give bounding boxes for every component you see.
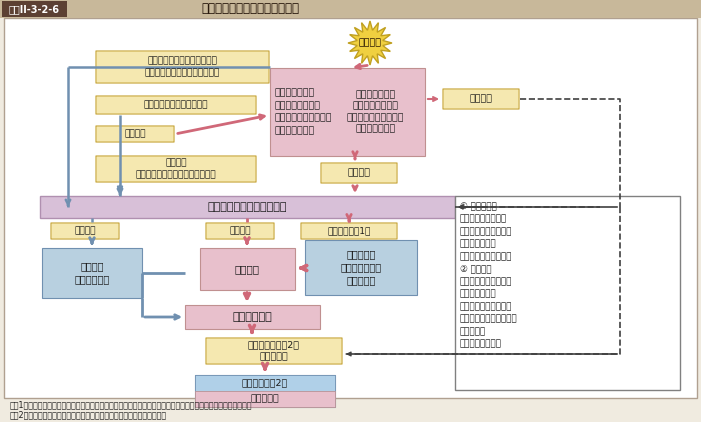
FancyBboxPatch shape [96, 51, 269, 83]
FancyBboxPatch shape [206, 338, 342, 364]
Text: 部隊派遣: 部隊派遣 [235, 264, 259, 274]
Bar [0, 0, 701, 18]
Text: 部隊の撤収: 部隊の撤収 [251, 395, 280, 403]
Text: 災害派遣活動: 災害派遣活動 [232, 312, 272, 322]
Bar [200, 248, 295, 290]
Text: 特に緊急性を要し知事などの
要請を待つといとまがない場合: 特に緊急性を要し知事などの 要請を待つといとまがない場合 [145, 57, 220, 77]
Bar [195, 375, 335, 407]
Bar [185, 305, 320, 329]
Bar [455, 196, 680, 390]
Text: 部隊派遣
（自主派遣）: 部隊派遣 （自主派遣） [74, 262, 109, 284]
Text: ・都道府県知事
・海上保安庁長官
・管区海上保安本部長
・空港事務所長: ・都道府県知事 ・海上保安庁長官 ・管区海上保安本部長 ・空港事務所長 [275, 89, 332, 135]
Text: 直接通知
（要請を要求できない場合など）: 直接通知 （要請を要求できない場合など） [136, 159, 217, 179]
Text: 図表II-3-2-6: 図表II-3-2-6 [8, 4, 60, 14]
Text: 要請から派遣、撤収までの流れ: 要請から派遣、撤収までの流れ [201, 3, 299, 16]
FancyBboxPatch shape [96, 156, 256, 182]
Text: 派遣要請: 派遣要請 [348, 168, 371, 178]
Text: 撤収要請: 撤収要請 [470, 95, 493, 103]
Text: 派遣命令: 派遣命令 [74, 227, 96, 235]
FancyBboxPatch shape [301, 223, 397, 239]
Text: 災害発生: 災害発生 [358, 38, 381, 48]
Text: 招集命令（注1）: 招集命令（注1） [327, 227, 371, 235]
Text: 大臣又は大臣の指定する者: 大臣又は大臣の指定する者 [207, 202, 287, 212]
FancyBboxPatch shape [443, 89, 519, 109]
Text: 都道府県知事に要請を要求: 都道府県知事に要請を要求 [144, 100, 208, 109]
Bar [2, 1, 67, 17]
Bar [40, 196, 455, 218]
FancyBboxPatch shape [96, 96, 256, 114]
Bar [270, 68, 425, 156]
Text: ・都道府県知事
・海上保安庁長官
・管区海上保安本部長
・空港事務所長: ・都道府県知事 ・海上保安庁長官 ・管区海上保安本部長 ・空港事務所長 [347, 90, 404, 134]
Bar [195, 391, 335, 407]
Text: （注2）　防衛大臣が即応予備自衛官、予備自衛官の招集を解除すること: （注2） 防衛大臣が即応予備自衛官、予備自衛官の招集を解除すること [10, 410, 167, 419]
Bar [305, 240, 417, 295]
Bar [42, 248, 142, 298]
FancyBboxPatch shape [96, 126, 174, 142]
FancyBboxPatch shape [51, 223, 119, 239]
Text: （注1）　即応予備自衛官及び予備自衛官の招集は、防衛大臣が、必要に応じて内閣総理大臣の承認を得て行う。: （注1） 即応予備自衛官及び予備自衛官の招集は、防衛大臣が、必要に応じて内閣総理… [10, 400, 252, 409]
Polygon shape [348, 21, 392, 65]
Text: 災害等招集
即応予備自衛官
予備自衛官: 災害等招集 即応予備自衛官 予備自衛官 [341, 249, 381, 285]
Text: 招集解除（注2）: 招集解除（注2） [242, 379, 288, 387]
Text: 派遣命令: 派遣命令 [229, 227, 251, 235]
Bar [195, 375, 335, 391]
Text: ・招集解除（注2）
・撤収命令: ・招集解除（注2） ・撤収命令 [248, 341, 300, 361]
Text: ① 要請の手段
・通常は文書で要請
・緊急の場合は口頭、
　電信又は電話
　（後に文書を提出）
② 要請内容
・災害の情況、派遣を
　要請する事由
・派遣を希望: ① 要請の手段 ・通常は文書で要請 ・緊急の場合は口頭、 電信又は電話 （後に文… [460, 202, 518, 349]
FancyBboxPatch shape [206, 223, 274, 239]
FancyBboxPatch shape [321, 163, 397, 183]
Text: 市町村長: 市町村長 [124, 130, 146, 138]
